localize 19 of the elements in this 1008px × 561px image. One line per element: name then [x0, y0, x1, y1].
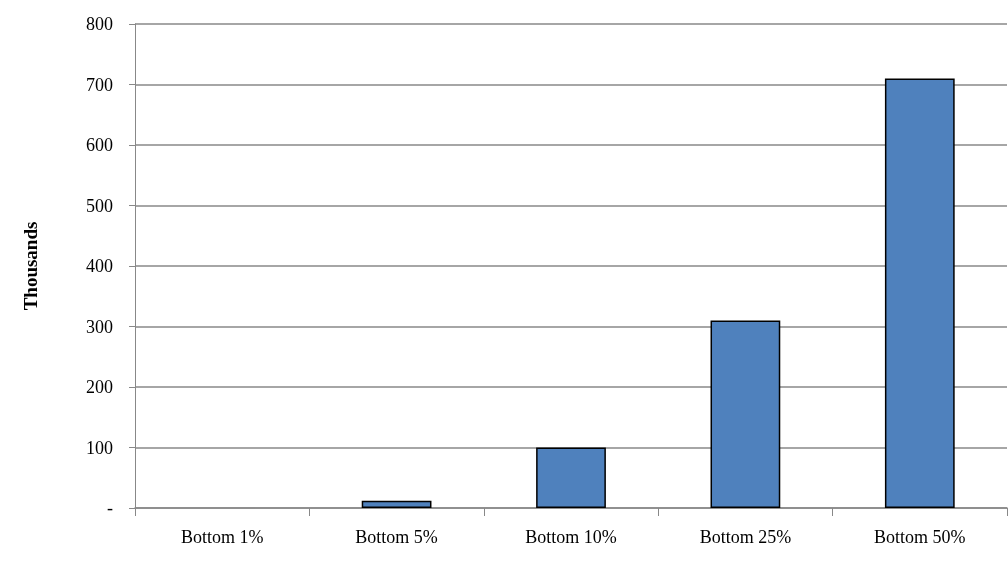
y-tick-label: 200 — [86, 377, 113, 397]
x-tick-label: Bottom 5% — [355, 527, 438, 547]
y-tick-label: 100 — [86, 437, 113, 458]
y-tick-label: 700 — [86, 74, 113, 95]
y-tick-label: 500 — [86, 195, 113, 216]
y-tick-label: 400 — [86, 256, 113, 276]
y-tick-label: 300 — [86, 316, 113, 337]
y-axis-title: Thousands — [20, 221, 41, 311]
bar — [536, 447, 606, 508]
bar — [884, 78, 955, 508]
x-tick-label: Bottom 25% — [699, 527, 792, 547]
y-tick-label: - — [107, 498, 113, 518]
y-tick-label: 800 — [86, 14, 113, 34]
bar — [361, 500, 432, 508]
x-tick-label: Bottom 10% — [525, 527, 617, 547]
x-tick-label: Bottom 50% — [874, 527, 966, 547]
x-tick-label: Bottom 1% — [180, 527, 264, 547]
bar — [710, 320, 781, 508]
y-tick-label: 600 — [86, 135, 113, 155]
